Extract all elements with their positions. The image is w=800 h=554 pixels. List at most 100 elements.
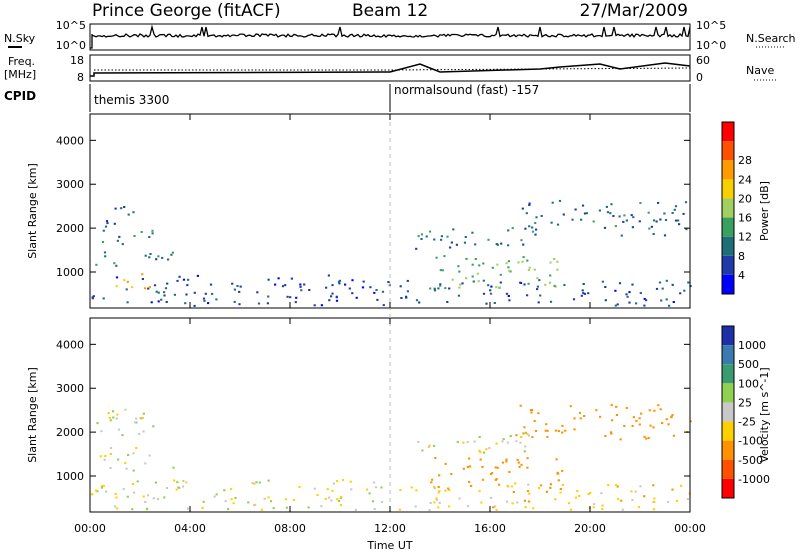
heatmap-cell [437,491,440,494]
heatmap-cell [663,234,667,237]
heatmap-cell [598,209,601,212]
velocity-colorbar-label: Velocity [m s^-1] [758,367,771,462]
heatmap-cell [185,481,188,484]
heatmap-cell [574,208,577,211]
heatmap-cell [350,488,353,491]
heatmap-cell [267,479,270,482]
heatmap-cell [631,283,634,286]
heatmap-cell [614,289,617,292]
heatmap-cell [468,457,471,460]
heatmap-cell [612,215,615,217]
heatmap-cell [474,243,477,246]
heatmap-cell [652,508,656,511]
heatmap-cell [144,501,147,503]
heatmap-cell [457,294,460,297]
nsky-trace [90,24,691,49]
heatmap-cell [182,278,186,281]
heatmap-cell [528,204,531,206]
heatmap-cell [267,295,270,298]
heatmap-cell [583,292,586,295]
heatmap-cell [231,282,234,285]
heatmap-cell [449,246,452,249]
heatmap-cell [527,282,530,285]
heatmap-cell [440,238,443,241]
power-colorbar-tick: 4 [738,269,745,282]
heatmap-cell [209,283,213,286]
heatmap-cell [400,297,403,299]
heatmap-cell [281,285,285,288]
heatmap-cell [148,256,151,259]
heatmap-cell [468,480,471,483]
heatmap-cell [549,261,552,264]
heatmap-cell [663,212,666,215]
heatmap-cell [650,225,653,228]
heatmap-cell [635,419,638,422]
heatmap-cell [559,488,562,490]
heatmap-cell [555,458,558,461]
heatmap-cell [151,232,154,235]
heatmap-cell [623,425,626,427]
heatmap-cell [144,287,147,290]
heatmap-cell [540,484,543,487]
heatmap-cell [149,253,152,255]
heatmap-cell [338,282,341,285]
heatmap-cell [512,491,515,493]
freq-tick-high: 18 [70,54,84,67]
heatmap-cell [679,484,683,487]
heatmap-cell [133,421,137,424]
heatmap-cell [135,417,138,420]
heatmap-cell [672,434,675,437]
heatmap-cell [238,303,241,306]
heatmap-cell [299,285,302,288]
time-tick-label: 04:00 [174,522,206,535]
heatmap-cell [556,471,559,474]
heatmap-cell [233,300,236,303]
heatmap-cell [458,286,461,289]
heatmap-cell [327,274,330,277]
heatmap-cell [107,412,110,415]
heatmap-cell [617,498,620,501]
heatmap-cell [615,484,618,486]
heatmap-cell [630,490,633,493]
heatmap-cell [176,486,180,489]
heatmap-cell [313,487,316,490]
heatmap-cell [165,301,168,303]
heatmap-cell [614,304,617,307]
heatmap-cell [653,497,656,500]
heatmap-cell [526,294,529,297]
heatmap-cell [524,506,527,509]
heatmap-cell [521,207,524,210]
heatmap-cell [667,423,670,426]
heatmap-cell [354,508,357,511]
heatmap-cell [643,297,646,300]
heatmap-cell [203,299,206,302]
heatmap-cell [116,239,119,242]
heatmap-cell [473,440,476,443]
heatmap-cell [433,287,436,290]
heatmap-cell [466,505,470,508]
heatmap-cell [637,506,641,509]
heatmap-cell [113,222,116,225]
heatmap-cell [328,299,331,302]
heatmap-cell [533,420,536,422]
heatmap-cell [661,287,664,290]
heatmap-cell [425,235,428,238]
heatmap-cell [643,304,646,307]
heatmap-cell [661,422,664,425]
heatmap-cell [532,507,535,510]
heatmap-cell [647,211,650,214]
cpid-segment-1: themis 3300 [94,93,169,107]
heatmap-cell [153,284,157,287]
heatmap-cell [587,493,590,496]
heatmap-cell [126,495,129,498]
heatmap-cell [335,299,339,302]
heatmap-cell [493,302,496,304]
heatmap-cell [490,496,493,499]
heatmap-cell [269,500,273,503]
heatmap-cell [507,244,510,247]
heatmap-cell [91,493,94,496]
heatmap-cell [193,304,196,307]
heatmap-cell [428,509,431,512]
colorbar-frame [721,121,735,295]
heatmap-cell [648,409,651,412]
